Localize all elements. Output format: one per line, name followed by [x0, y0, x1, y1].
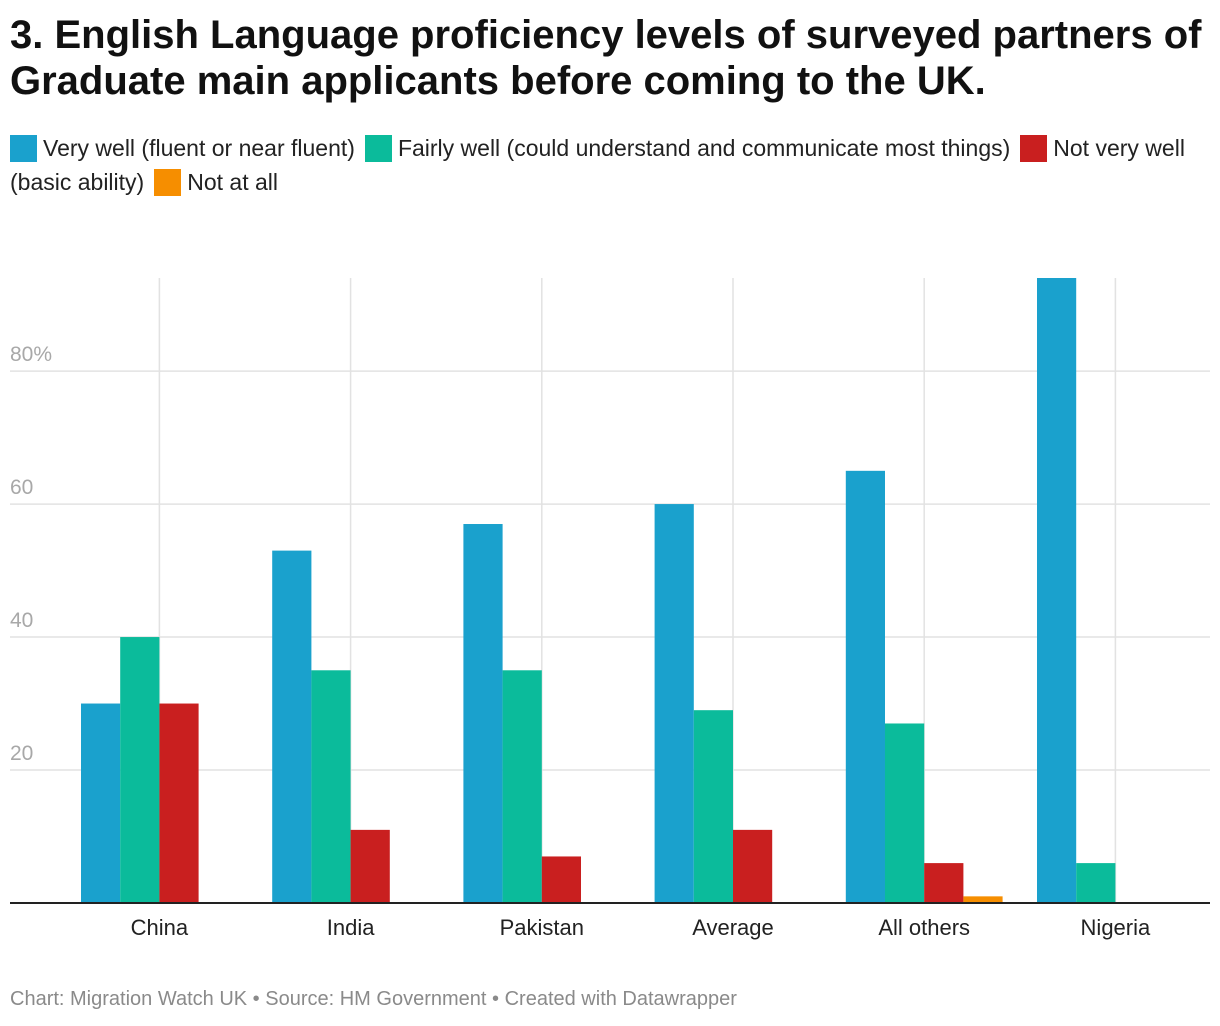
legend-swatch: [10, 135, 37, 162]
legend-label: Fairly well (could understand and commun…: [397, 135, 1011, 161]
bar-india-series-1: [272, 550, 312, 903]
y-tick-label: 80%: [10, 343, 52, 366]
footer-chart-credit: Chart: Migration Watch UK: [10, 988, 248, 1010]
bar-china-series-1: [81, 703, 121, 903]
legend-swatch: [154, 169, 182, 196]
legend: Very well (fluent or near fluent) Fairly …: [10, 131, 1210, 199]
chart-title: 3. English Language proficiency levels o…: [10, 13, 1202, 103]
y-tick-label: 60: [10, 476, 33, 499]
bar-nigeria-series-1: [1037, 278, 1077, 903]
bar-all-others-series-1: [845, 470, 885, 903]
legend-item: Fairly well (could understand and commun…: [364, 135, 1011, 162]
bar-all-others-series-4: [963, 896, 1003, 903]
x-tick-label: Average: [692, 915, 774, 940]
bar-china-series-2: [120, 637, 160, 903]
legend-swatch: [364, 135, 392, 162]
bar-india-series-2: [311, 670, 351, 903]
x-tick-label: China: [131, 915, 189, 940]
y-tick-label: 20: [10, 742, 33, 765]
bar-pakistan-series-1: [463, 524, 503, 903]
footer-separator: •: [252, 988, 260, 1010]
bar-china-series-3: [159, 703, 199, 903]
x-tick-label: India: [327, 915, 375, 940]
legend-swatch: [1020, 135, 1048, 162]
footer-created-with: Created with Datawrapper: [504, 988, 737, 1010]
chart-area: 20 40 60 80% China India Pakistan Average All ot…: [10, 278, 1210, 940]
footer-source: Source: HM Government: [265, 988, 487, 1010]
legend-item: Very well (fluent or near fluent): [10, 135, 355, 162]
legend-label: Very well (fluent or near fluent): [43, 135, 355, 161]
legend-item: Not very well (basic ability): [10, 135, 1185, 195]
legend-item: Not at all: [154, 169, 278, 196]
bar-average-series-2: [693, 710, 733, 903]
legend-label: Not at all: [187, 169, 278, 195]
bar-all-others-series-2: [885, 723, 925, 903]
bar-nigeria-series-2: [1076, 863, 1116, 903]
y-tick-label: 40: [10, 609, 33, 632]
footer-separator: •: [492, 988, 500, 1010]
legend-label: Not very well (basic ability): [10, 135, 1185, 195]
bar-pakistan-series-2: [502, 670, 542, 903]
bar-average-series-1: [654, 504, 694, 903]
bar-all-others-series-3: [924, 863, 964, 903]
bar-average-series-3: [733, 829, 773, 903]
x-tick-label: Pakistan: [500, 915, 584, 940]
bar-pakistan-series-3: [541, 856, 581, 903]
chart-footer: Chart: Migration Watch UK • Source: HM G…: [10, 988, 737, 1011]
x-tick-label: All others: [878, 915, 970, 940]
x-tick-label: Nigeria: [1081, 915, 1151, 940]
bar-india-series-3: [350, 829, 390, 903]
